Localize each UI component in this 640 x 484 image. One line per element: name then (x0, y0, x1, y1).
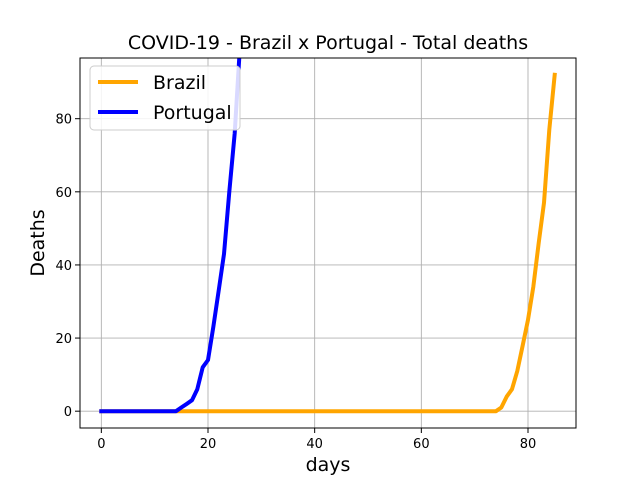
x-tick-label: 0 (97, 437, 105, 452)
series-group (99, 58, 557, 414)
chart-title: COVID-19 - Brazil x Portugal - Total dea… (128, 32, 528, 54)
x-tick-label: 80 (520, 437, 537, 452)
x-tick-label: 60 (413, 437, 430, 452)
x-tick-label: 40 (306, 437, 323, 452)
series-line-portugal (99, 58, 242, 414)
y-tick-label: 60 (55, 186, 72, 201)
y-tick-label: 20 (55, 332, 72, 347)
x-axis-label: days (306, 454, 351, 476)
y-tick-label: 0 (64, 405, 72, 420)
series-line-brazil (99, 72, 557, 414)
x-tick-label: 20 (200, 437, 217, 452)
axis-ticks: 0 20 40 60 80 0 20 40 60 80 (55, 113, 536, 452)
plot-frame (79, 57, 577, 429)
legend: Brazil Portugal (89, 65, 241, 131)
y-tick-label: 40 (55, 259, 72, 274)
y-axis-label: Deaths (27, 209, 49, 276)
y-tick-label: 80 (55, 113, 72, 128)
legend-label-brazil: Brazil (153, 72, 206, 94)
legend-label-portugal: Portugal (153, 102, 232, 124)
